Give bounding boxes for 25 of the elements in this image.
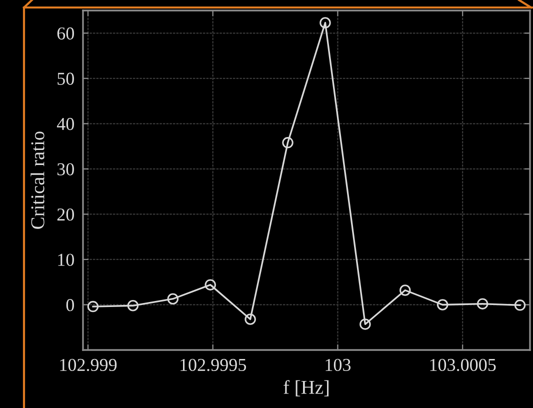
point: [360, 318, 371, 330]
point: [204, 279, 216, 290]
y-tick-label: 0: [66, 298, 74, 312]
y-tick-label: 20: [57, 208, 74, 221]
y-axis-title: Critical ratio: [30, 132, 44, 229]
y-tick-label: 40: [56, 118, 74, 130]
point: [127, 300, 139, 312]
x-tick-label: 103: [326, 358, 351, 372]
y-tick-label: 60: [57, 27, 74, 40]
point: [87, 300, 99, 312]
x-tick-label: 103.0005: [430, 358, 496, 372]
y-tick-label: 50: [58, 72, 74, 85]
point: [282, 137, 294, 148]
point: [514, 300, 526, 311]
point: [167, 293, 179, 304]
point: [436, 299, 448, 310]
point: [244, 314, 256, 325]
y-tick-label: 30: [57, 163, 74, 176]
point: [320, 17, 331, 28]
y-tick-label: 10: [58, 254, 74, 266]
point: [400, 284, 411, 296]
x-tick-label: 102.999: [60, 358, 117, 372]
point: [476, 298, 488, 310]
x-axis-title: f [Hz]: [284, 380, 329, 396]
x-tick-label: 102.9995: [180, 358, 246, 372]
